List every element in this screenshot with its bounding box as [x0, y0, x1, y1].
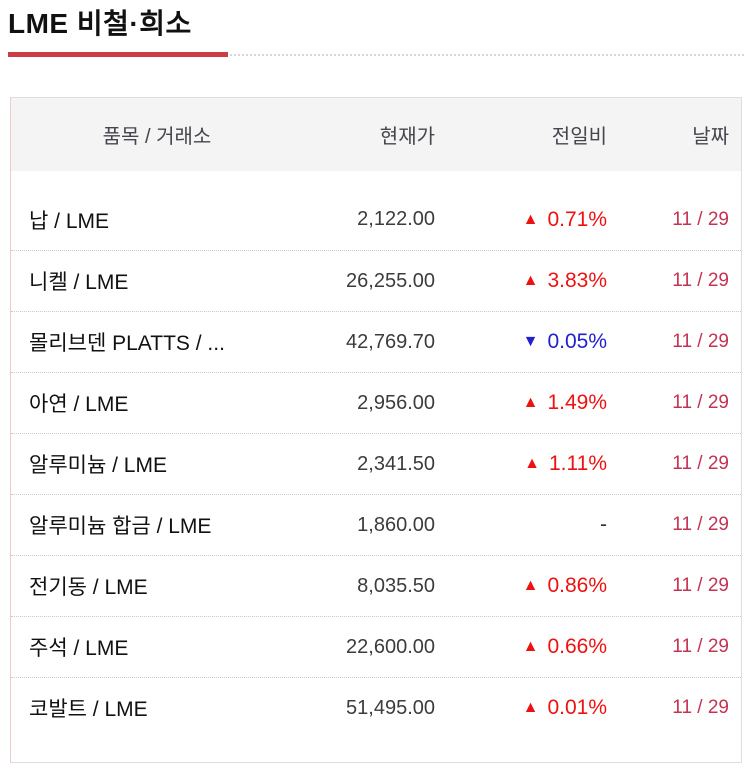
- day-change: ▲ 1.49%: [523, 391, 607, 415]
- change-percent: 3.83%: [547, 269, 607, 292]
- current-price: 1,860.00: [357, 513, 435, 536]
- item-name[interactable]: 전기동 / LME: [29, 576, 148, 599]
- item-name[interactable]: 납 / LME: [29, 209, 110, 233]
- up-arrow-icon: ▲: [522, 210, 539, 228]
- table-row[interactable]: 납 / LME 2,122.00 ▲ 0.71% 11 / 29: [11, 189, 741, 250]
- item-name[interactable]: 알루미늄 합금 / LME: [29, 515, 212, 538]
- table-row[interactable]: 아연 / LME 2,956.00 ▲ 1.49% 11 / 29: [11, 372, 741, 433]
- title-accent-bar: [8, 52, 228, 57]
- change-percent: 0.05%: [547, 330, 607, 353]
- change-percent: -: [600, 513, 607, 536]
- day-change: ▲ 0.01%: [523, 696, 607, 720]
- day-change: ▲ 3.83%: [523, 269, 607, 293]
- quote-date: 11 / 29: [672, 697, 729, 718]
- table-body: 납 / LME 2,122.00 ▲ 0.71% 11 / 29 니켈 / LME…: [11, 171, 741, 762]
- up-arrow-icon: ▲: [522, 272, 539, 289]
- item-name[interactable]: 아연 / LME: [29, 393, 129, 416]
- current-price: 22,600.00: [346, 635, 435, 658]
- quote-date: 11 / 29: [672, 636, 729, 657]
- up-arrow-icon: ▲: [522, 577, 539, 594]
- quote-date: 11 / 29: [672, 514, 729, 535]
- up-arrow-icon: ▲: [522, 394, 539, 411]
- table-row[interactable]: 몰리브덴 PLATTS / ... 42,769.70 ▼ 0.05% 11 / …: [11, 311, 741, 372]
- table-row[interactable]: 니켈 / LME 26,255.00 ▲ 3.83% 11 / 29: [11, 250, 741, 311]
- change-percent: 0.01%: [547, 696, 607, 719]
- page-title: LME 비철·희소: [8, 8, 192, 39]
- item-name[interactable]: 니켈 / LME: [29, 271, 129, 294]
- current-price: 2,122.00: [357, 208, 435, 230]
- up-arrow-icon: ▲: [524, 455, 540, 472]
- quote-date: 11 / 29: [672, 392, 729, 413]
- title-underline: [8, 52, 744, 57]
- table-row[interactable]: 주석 / LME 22,600.00 ▲ 0.66% 11 / 29: [11, 616, 741, 677]
- day-change: ▲ 0.71%: [523, 208, 607, 232]
- day-change: ▲ 0.86%: [523, 574, 607, 598]
- change-percent: 1.11%: [549, 452, 607, 475]
- title-dotted-rule: [230, 53, 744, 56]
- current-price: 2,341.50: [357, 452, 435, 475]
- current-price: 2,956.00: [357, 391, 435, 414]
- current-price: 42,769.70: [346, 330, 435, 353]
- item-name[interactable]: 코발트 / LME: [29, 698, 148, 721]
- header-current-price: 현재가: [379, 126, 435, 148]
- header-item-exchange: 품목 / 거래소: [102, 126, 212, 148]
- lme-price-table: 품목 / 거래소 현재가 전일비 날짜 납 / LME 2,122.00 ▲ 0.…: [10, 97, 742, 763]
- current-price: 8,035.50: [357, 574, 435, 597]
- up-arrow-icon: ▲: [522, 638, 539, 655]
- up-arrow-icon: ▲: [522, 699, 539, 716]
- day-change: ▼ 0.05%: [523, 330, 607, 354]
- day-change: ▲ 0.66%: [523, 635, 607, 659]
- day-change: ▲ 1.11%: [524, 452, 607, 476]
- table-row[interactable]: 알루미늄 / LME 2,341.50 ▲ 1.11% 11 / 29: [11, 433, 741, 494]
- quote-date: 11 / 29: [672, 331, 729, 352]
- table-header-row: 품목 / 거래소 현재가 전일비 날짜: [11, 98, 741, 171]
- quote-date: 11 / 29: [672, 208, 729, 230]
- table-row[interactable]: 전기동 / LME 8,035.50 ▲ 0.86% 11 / 29: [11, 555, 741, 616]
- change-percent: 0.66%: [547, 635, 607, 658]
- table-row[interactable]: 알루미늄 합금 / LME 1,860.00 - 11 / 29: [11, 494, 741, 555]
- header-date: 날짜: [692, 126, 729, 148]
- change-percent: 0.71%: [547, 207, 607, 231]
- header-day-change: 전일비: [551, 126, 607, 148]
- quote-date: 11 / 29: [672, 453, 729, 474]
- current-price: 26,255.00: [346, 269, 435, 292]
- change-percent: 0.86%: [547, 574, 607, 597]
- quote-date: 11 / 29: [672, 270, 729, 291]
- change-percent: 1.49%: [547, 391, 607, 414]
- table-row[interactable]: 코발트 / LME 51,495.00 ▲ 0.01% 11 / 29: [11, 677, 741, 738]
- day-change: -: [600, 513, 607, 537]
- item-name[interactable]: 알루미늄 / LME: [29, 454, 167, 477]
- item-name[interactable]: 몰리브덴 PLATTS / ...: [29, 332, 225, 355]
- current-price: 51,495.00: [346, 696, 435, 719]
- down-arrow-icon: ▼: [522, 333, 539, 350]
- item-name[interactable]: 주석 / LME: [29, 637, 129, 660]
- quote-date: 11 / 29: [672, 575, 729, 596]
